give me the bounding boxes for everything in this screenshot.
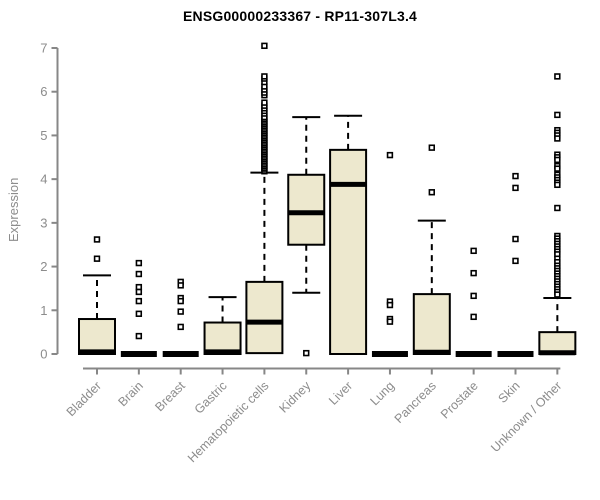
outlier-unknown-other [554,135,561,142]
x-tick-label-unknown-other: Unknown / Other [488,379,564,455]
x-tick-label-brain: Brain [115,379,146,410]
outlier-brain [135,297,143,305]
outlier-prostate [470,269,477,277]
y-tick-label: 6 [40,84,47,99]
y-tick-label: 3 [40,215,47,230]
box-kidney [287,173,326,246]
box-liver [329,148,368,355]
outlier-bladder [93,255,101,262]
outlier-lung [386,151,394,159]
outlier-unknown-other [554,291,561,298]
outlier-brain [135,270,143,278]
outlier-skin [512,172,519,180]
x-tick-label-bladder: Bladder [64,379,104,419]
outlier-unknown-other [554,156,561,164]
outlier-unknown-other [554,204,561,212]
box-brain [120,351,157,357]
outlier-pancreas [428,189,435,196]
x-tick-label-liver: Liver [326,379,355,408]
outlier-skin [512,184,519,192]
outlier-lung [386,301,394,309]
outlier-unknown-other [554,111,561,119]
outlier-unknown-other [554,181,561,189]
outlier-brain [135,259,143,267]
x-tick-label-hematopoietic-cells: Hematopoietic cells [185,379,272,466]
chart-title: ENSG00000233367 - RP11-307L3.4 [182,8,418,24]
x-tick-label-gastric: Gastric [192,379,230,417]
x-tick-label-skin: Skin [496,379,523,406]
outlier-prostate [470,247,477,255]
outlier-hematopoietic-cells [261,99,268,106]
x-tick-label-breast: Breast [152,378,188,414]
x-tick-label-kidney: Kidney [276,378,313,415]
outlier-hematopoietic-cells [261,42,268,50]
box-pancreas [412,293,451,355]
outlier-kidney [303,349,310,357]
outlier-breast [177,282,184,289]
y-tick-label: 7 [40,41,47,56]
box-skin [497,351,534,357]
box-gastric [203,321,242,356]
outlier-lung [386,318,394,325]
outlier-unknown-other [554,165,561,172]
y-tick-label: 0 [40,347,47,362]
box-lung [371,351,408,357]
y-tick-label: 2 [40,259,47,274]
outlier-bladder [93,236,101,243]
y-tick-label: 4 [40,172,47,187]
outlier-skin [512,257,519,265]
box-breast [162,351,199,357]
box-prostate [455,351,492,357]
outlier-brain [135,288,143,296]
x-tick-label-pancreas: Pancreas [392,379,439,426]
box-bladder [78,318,116,355]
outlier-pancreas [428,144,435,151]
outlier-unknown-other [554,73,561,80]
y-tick-label: 1 [40,303,47,318]
x-tick-label-lung: Lung [368,379,398,409]
outlier-prostate [470,313,477,321]
outlier-breast [177,308,184,315]
outlier-brain [135,310,143,317]
box-hematopoietic-cells [245,280,284,355]
x-tick-label-prostate: Prostate [438,379,481,422]
outlier-brain [135,332,143,340]
outlier-prostate [470,292,477,300]
y-tick-label: 5 [40,128,47,143]
outlier-skin [512,235,519,243]
outlier-breast [177,297,184,305]
outlier-hematopoietic-cells [261,73,268,80]
outlier-breast [177,323,184,331]
